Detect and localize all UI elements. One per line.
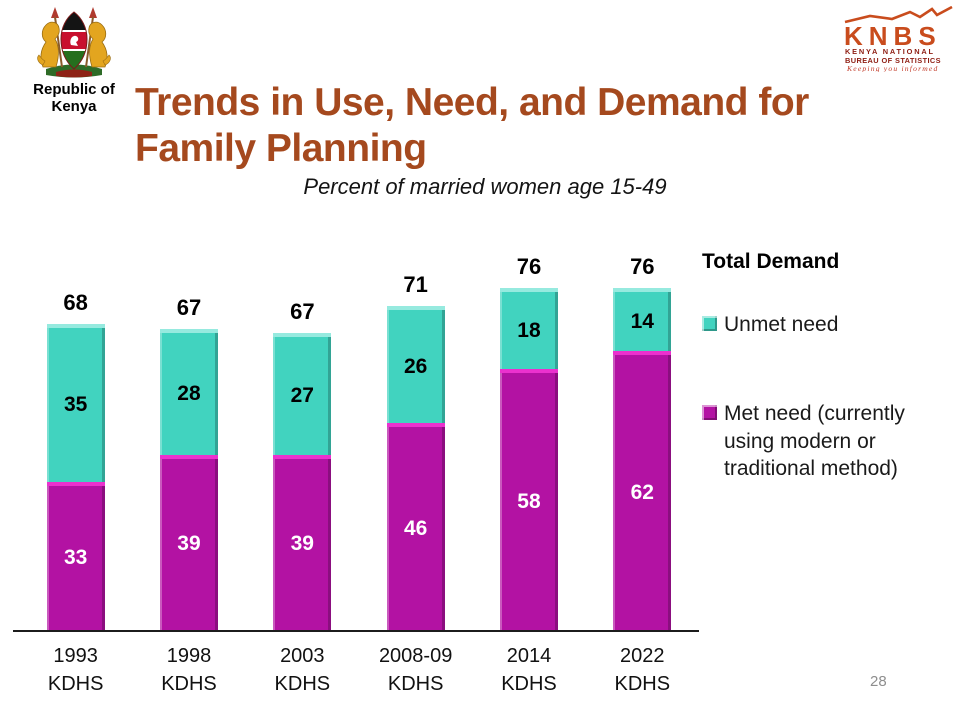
bar-column: 76 18 58 xyxy=(472,254,585,630)
bar-column: 68 35 33 xyxy=(19,290,132,630)
page-number: 28 xyxy=(870,673,887,690)
slide-subtitle: Percent of married women age 15-49 xyxy=(303,174,667,199)
legend-label-met-need: Met need (currently using modern or trad… xyxy=(724,402,905,480)
bar-segment: 58 xyxy=(499,369,558,630)
segment-value-label: 46 xyxy=(403,516,428,540)
category-label: 2022 KDHS xyxy=(586,642,699,698)
bar-segment: 28 xyxy=(159,328,218,455)
legend-item-met-need: Met need (currently using modern or trad… xyxy=(702,400,956,482)
slide-title-line2: Family Planning xyxy=(135,126,427,170)
category-label-line: 1993 xyxy=(53,645,98,667)
kenya-coat-of-arms-icon xyxy=(37,7,111,78)
republic-line1: Republic of xyxy=(33,81,115,98)
republic-line2: Kenya xyxy=(51,98,97,116)
category-label-line: 2022 xyxy=(620,645,665,667)
knbs-tagline: Keeping you informed xyxy=(846,64,939,72)
category-label-line: KDHS xyxy=(501,673,557,695)
category-label-line: 1998 xyxy=(166,645,212,667)
segment-value-label: 39 xyxy=(290,532,314,556)
category-label: 2014 KDHS xyxy=(472,642,585,698)
segment-value-label: 28 xyxy=(177,381,201,405)
total-value-label: 68 xyxy=(63,290,88,315)
segment-value-label: 33 xyxy=(63,545,88,569)
stacked-bar: 28 39 xyxy=(159,328,218,630)
segment-value-label: 27 xyxy=(290,383,314,407)
knbs-logo: KNBS KENYA NATIONAL BUREAU OF STATISTICS… xyxy=(844,6,953,72)
category-label-line: 2003 xyxy=(280,645,325,667)
slide-title: Trends in Use, Need, and Demand for Fami… xyxy=(135,80,935,171)
segment-value-label: 39 xyxy=(177,532,201,556)
category-label-line: KDHS xyxy=(387,673,444,695)
category-label-line: 2014 xyxy=(506,645,552,667)
total-value-label: 76 xyxy=(630,254,655,279)
category-label-line: 2008-09 xyxy=(378,645,453,667)
bar-segment: 39 xyxy=(159,454,218,630)
stacked-bar: 14 62 xyxy=(613,288,672,630)
bar-segment: 46 xyxy=(386,423,445,630)
bar-column: 67 27 39 xyxy=(246,299,359,630)
bar-segment: 33 xyxy=(46,481,105,630)
stacked-bar: 18 58 xyxy=(499,288,558,630)
segment-value-label: 18 xyxy=(517,318,541,342)
segment-value-label: 58 xyxy=(517,489,541,513)
stacked-bar: 35 33 xyxy=(46,324,105,630)
unmet-need-swatch-icon xyxy=(702,316,717,331)
stacked-bar: 27 39 xyxy=(273,333,332,630)
legend-item-unmet-need: Unmet need xyxy=(702,311,956,338)
legend-title: Total Demand xyxy=(702,250,840,273)
bar-segment: 62 xyxy=(613,351,672,630)
category-label: 1993 KDHS xyxy=(19,642,132,698)
total-value-label: 67 xyxy=(176,294,202,320)
total-value-label: 76 xyxy=(516,254,542,279)
category-label-line: KDHS xyxy=(274,673,331,695)
category-label: 2003 KDHS xyxy=(246,642,359,698)
segment-value-label: 35 xyxy=(63,392,88,416)
x-axis-labels: 1993 KDHS 1998 KDHS 2003 KDHS 2008-09 KDHS 2014 K… xyxy=(13,642,699,698)
legend-label-unmet-need: Unmet need xyxy=(724,313,839,336)
bar-segment: 39 xyxy=(273,454,332,630)
republic-of-kenya-label: Republic of Kenya xyxy=(12,81,136,116)
bar-segment: 26 xyxy=(386,306,445,423)
knbs-org-line2: BUREAU OF STATISTICS xyxy=(845,56,941,65)
bar-segment: 35 xyxy=(46,324,105,482)
chart-legend: Total Demand Unmet need Met need (curren… xyxy=(702,250,956,482)
knbs-trend-line-icon xyxy=(844,6,953,24)
bar-segment: 18 xyxy=(499,288,558,369)
stacked-bar: 26 46 xyxy=(386,306,445,630)
bar-segment: 14 xyxy=(613,288,672,351)
met-need-swatch-icon xyxy=(702,405,717,421)
total-value-label: 67 xyxy=(290,299,315,324)
knbs-acronym: KNBS xyxy=(844,21,942,51)
bar-chart: 68 35 33 67 28 39 67 27 39 71 26 46 76 18 58 76 14 62 xyxy=(13,244,699,632)
slide-title-line1: Trends in Use, Need, and Demand for xyxy=(135,81,809,124)
bar-column: 67 28 39 xyxy=(132,294,245,630)
category-label-line: KDHS xyxy=(161,673,217,695)
knbs-org-line1: KENYA NATIONAL xyxy=(845,47,935,56)
bar-column: 76 14 62 xyxy=(586,254,699,630)
segment-value-label: 62 xyxy=(630,480,654,504)
total-value-label: 71 xyxy=(403,272,428,297)
bar-segment: 27 xyxy=(273,333,332,455)
category-label: 2008-09 KDHS xyxy=(359,642,472,698)
segment-value-label: 14 xyxy=(630,309,654,333)
category-label-line: KDHS xyxy=(614,673,671,695)
bar-column: 71 26 46 xyxy=(359,272,472,630)
category-label-line: KDHS xyxy=(47,673,104,695)
segment-value-label: 26 xyxy=(403,354,428,378)
category-label: 1998 KDHS xyxy=(132,642,245,698)
